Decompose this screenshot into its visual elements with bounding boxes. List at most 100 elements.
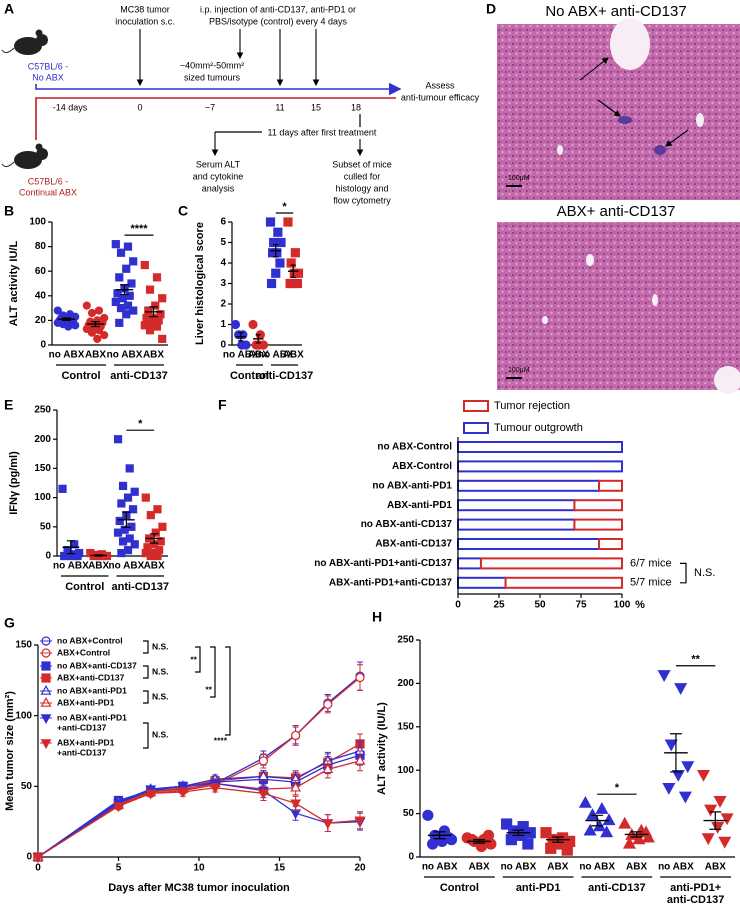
point — [117, 548, 126, 558]
vessel — [652, 294, 658, 306]
point — [158, 522, 167, 531]
category-label: no ABX-anti-PD1+anti-CD137 — [314, 558, 452, 569]
point — [141, 493, 150, 502]
point — [505, 834, 517, 846]
point — [117, 499, 126, 508]
sem-bar — [149, 306, 158, 318]
note: Serum ALT — [196, 159, 241, 169]
legend-label: ABX+anti-CD137 — [57, 672, 125, 682]
point — [290, 781, 302, 792]
y-tick-label: 150 — [34, 463, 51, 474]
point — [130, 487, 139, 496]
panel-d: D No ABX+ anti-CD137 100μM ABX+ anti-CD1… — [486, 1, 740, 394]
legend-label: no ABX+anti-PD1 — [57, 685, 127, 695]
x-axis-label: Days after MC38 tumor inoculation — [108, 882, 290, 894]
category-label: no ABX-anti-PD1 — [372, 480, 452, 491]
y-tick-label: 250 — [397, 635, 414, 646]
group-label: anti-PD1 — [516, 882, 561, 894]
x-tick-label: no ABX — [223, 350, 259, 361]
note: culled for — [344, 171, 381, 181]
group-label: Control — [230, 370, 269, 382]
vessel — [586, 254, 594, 266]
y-tick-label: 5 — [220, 237, 226, 248]
x-tick-label: ABX — [469, 862, 490, 873]
image-title: ABX+ anti-CD137 — [557, 203, 676, 220]
point — [271, 268, 281, 278]
sem-bar — [94, 554, 103, 557]
scale-label: 100μM — [508, 175, 530, 182]
legend-label: no ABX+Control — [57, 635, 123, 645]
vessel — [696, 113, 704, 127]
group-label: anti-PD1+ — [670, 882, 721, 894]
category-label: ABX-anti-PD1+anti-CD137 — [329, 577, 453, 588]
group-label: anti-CD137 — [667, 894, 724, 906]
point — [100, 331, 109, 340]
bracket — [195, 646, 201, 673]
timeline-label: 0 — [137, 102, 142, 112]
point — [657, 670, 671, 682]
y-tick-label: 250 — [34, 405, 51, 416]
point — [354, 754, 366, 765]
point — [58, 484, 67, 493]
note: inoculation s.c. — [115, 16, 175, 26]
point — [501, 818, 513, 830]
sem-bar — [473, 839, 485, 844]
point — [583, 823, 597, 836]
line — [37, 782, 361, 858]
group-label: Control — [440, 882, 479, 894]
point — [125, 291, 134, 300]
point — [290, 248, 300, 258]
bracket — [225, 646, 231, 736]
point — [289, 268, 299, 278]
point — [265, 217, 276, 227]
panel-label: E — [4, 397, 13, 413]
x-tick-label: 20 — [354, 863, 366, 874]
y-tick-label: 4 — [220, 258, 226, 269]
point — [118, 481, 128, 491]
sem-bar — [91, 321, 100, 328]
point — [158, 334, 167, 343]
point — [123, 493, 133, 502]
bracket — [143, 690, 149, 704]
x-tick-label: no ABX — [501, 862, 537, 873]
point — [71, 321, 80, 330]
bar-segment — [457, 479, 601, 492]
point — [482, 829, 495, 841]
point — [237, 340, 247, 350]
sem-bar — [290, 264, 296, 278]
x-tick-label: no ABX — [579, 862, 615, 873]
note: anti-tumour efficacy — [401, 92, 480, 102]
point — [87, 328, 97, 337]
mouse-label: C57BL/6 - — [28, 61, 69, 71]
y-axis-label: Mean tumor size (mm²) — [4, 691, 16, 811]
note: histology and — [335, 183, 388, 193]
point — [290, 799, 302, 810]
bar-segment — [457, 538, 601, 550]
x-tick-label: 10 — [193, 863, 205, 874]
panel-a: A C57BL/6 - No ABX C57BL/6 - Continual A… — [1, 1, 480, 205]
legend-label: Tumour outgrowth — [494, 422, 583, 434]
sem-bar — [591, 814, 604, 827]
note: Subset of mice — [332, 159, 392, 169]
point — [113, 802, 124, 813]
annotation: ** — [190, 654, 197, 664]
bracket — [143, 640, 149, 654]
point — [118, 294, 127, 303]
timeline-no-abx — [35, 82, 402, 96]
significance-label: ** — [691, 654, 700, 666]
point — [128, 505, 138, 514]
mouse-icon — [1, 29, 48, 55]
point — [257, 789, 269, 800]
x-axis-label: % — [635, 599, 645, 611]
point — [720, 813, 734, 826]
histology-image — [497, 222, 740, 390]
point — [151, 528, 160, 537]
bracket — [680, 562, 687, 584]
point — [286, 258, 296, 268]
y-tick-label: 150 — [15, 640, 32, 651]
bar-segment — [457, 576, 507, 589]
y-tick-label: 0 — [220, 340, 226, 351]
point — [153, 551, 162, 561]
point — [153, 505, 162, 514]
point — [130, 540, 139, 549]
